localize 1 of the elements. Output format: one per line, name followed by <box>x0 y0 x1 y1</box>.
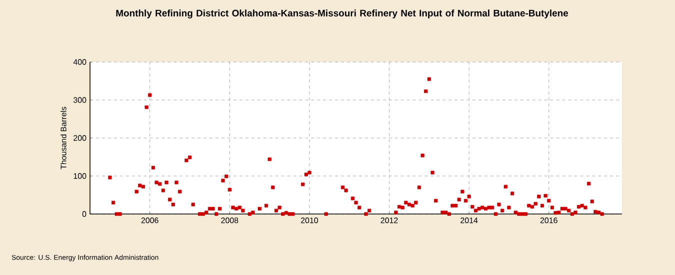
chart-title: Monthly Refining District Oklahoma-Kansas-Missouri Refinery Net Input of Normal Butane-Butylene <box>116 10 568 18</box>
